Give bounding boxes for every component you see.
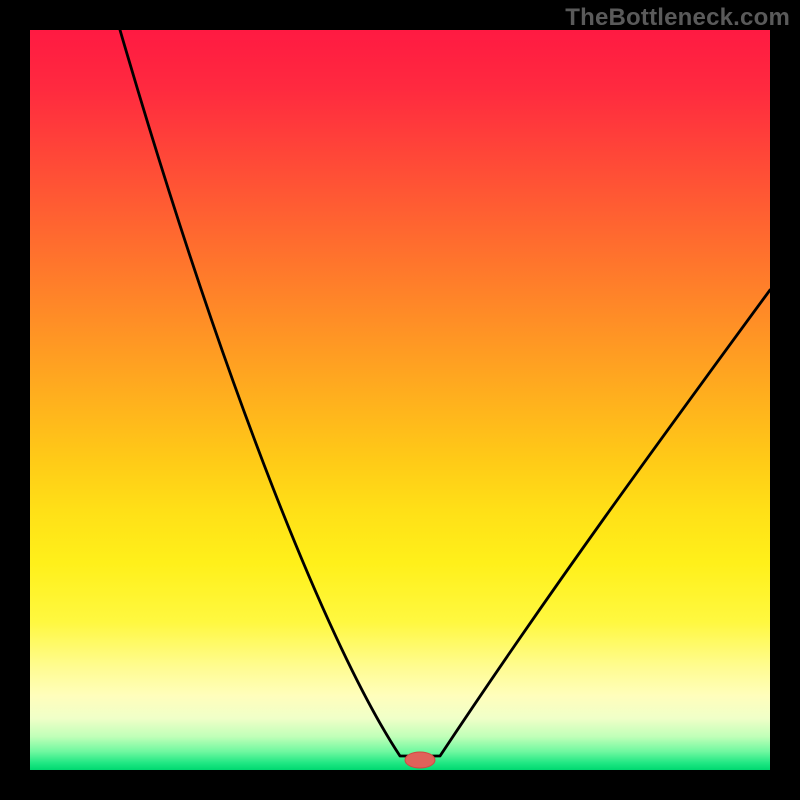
watermark-text: TheBottleneck.com (565, 4, 790, 32)
plot-background (30, 30, 770, 770)
bottleneck-chart (0, 0, 800, 800)
optimal-point-marker (405, 752, 435, 768)
chart-container: TheBottleneck.com (0, 0, 800, 800)
